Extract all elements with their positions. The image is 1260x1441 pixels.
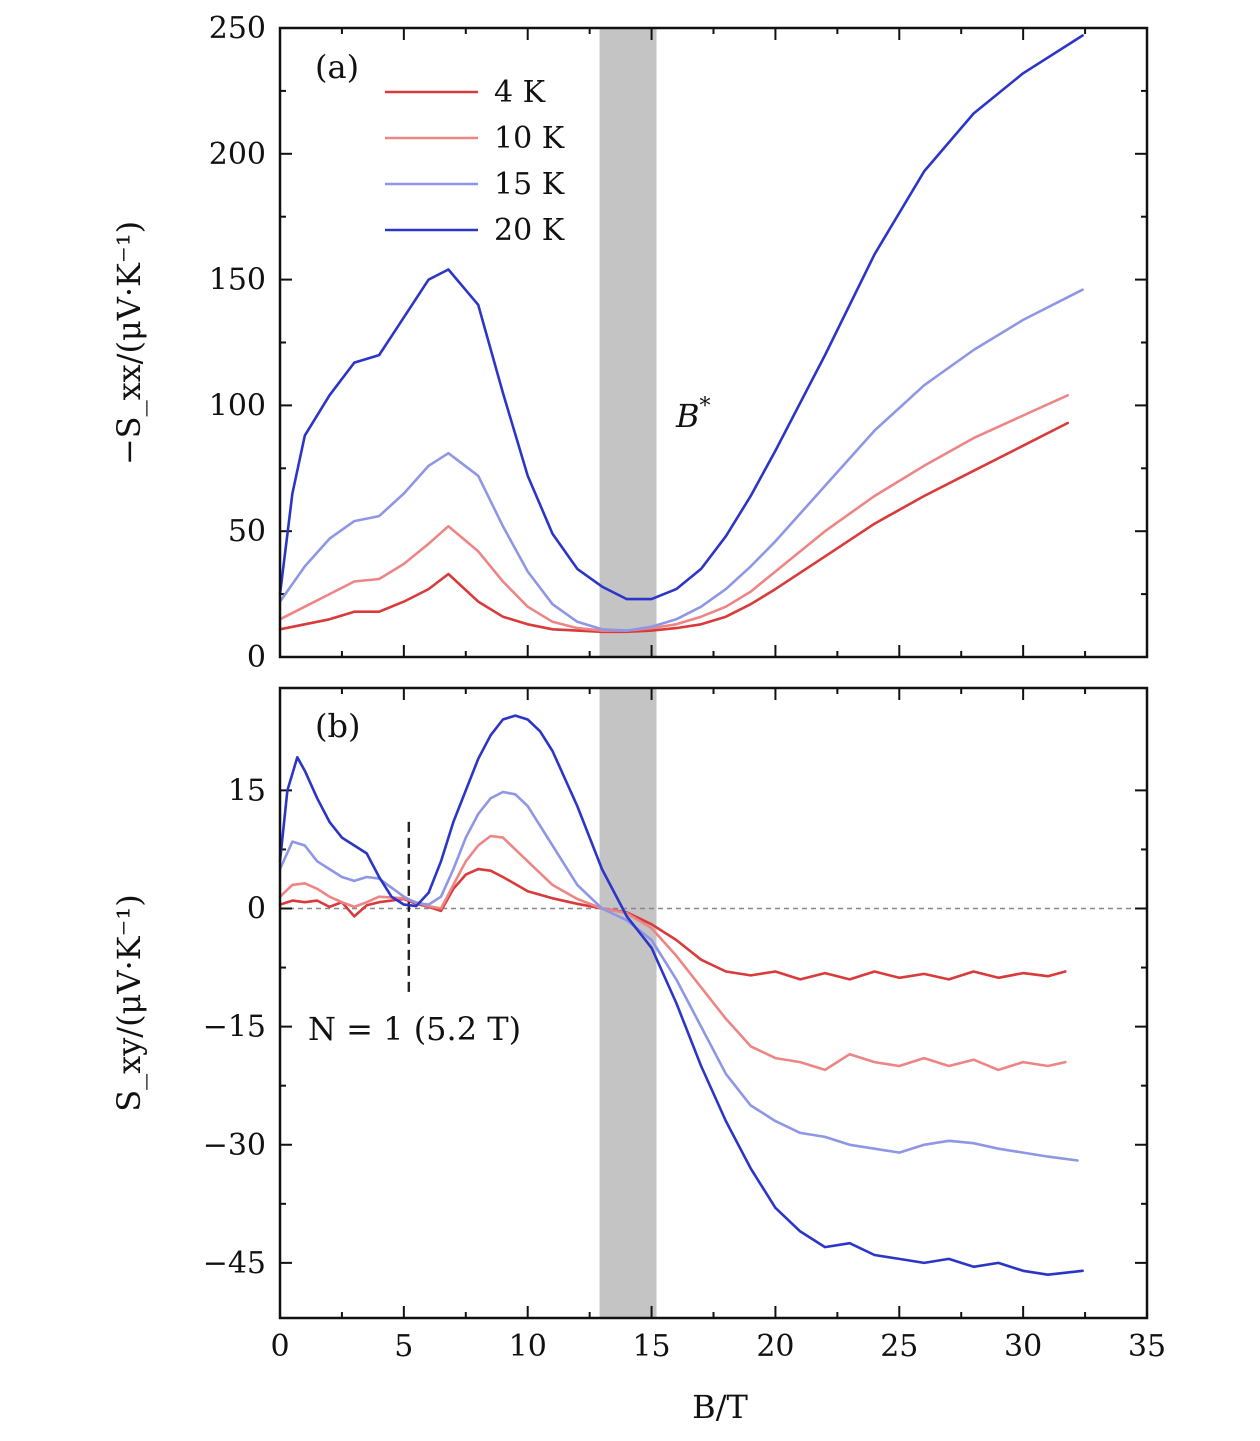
series-group-a [278,34,1084,634]
x-tick-label: 35 [1128,1329,1166,1364]
series-line-15k [278,288,1084,632]
annotation-b-star: B* [675,394,711,435]
plot-frame-b [278,686,1149,1320]
panel-b: 0 5 10 15 20 25 30 35 −45 −30 −15 0 15 (b) N = 1 (5.… [110,686,1166,1364]
y-tick-label: −15 [203,1010,266,1045]
y-tick-label: 15 [228,773,266,808]
series-line-10k [278,834,1067,1072]
shaded-band-b [599,688,657,1318]
x-tick-label: 20 [756,1329,794,1364]
ticks-b: 0 5 10 15 20 25 30 35 −45 −30 −15 0 15 [203,688,1166,1364]
y-tick-label: 250 [209,11,266,46]
legend: 4 K 10 K 15 K 20 K [385,75,565,248]
series-line-20k [278,714,1084,1276]
x-tick-label: 0 [270,1329,289,1364]
legend-label: 10 K [494,121,565,156]
panel-label-a: (a) [315,48,359,86]
series-group-b [278,714,1084,1276]
y-tick-label: −30 [203,1128,266,1163]
y-axis-label-a: −S_xx/(μV·K⁻¹) [110,221,148,465]
y-axis-label-b: S_xy/(μV·K⁻¹) [110,894,148,1112]
panel-a: 0 50 100 150 200 250 (a) B* 4 K 10 K 15 K 20 K −… [110,11,1149,675]
legend-label: 20 K [494,213,565,248]
plot-frame-a [278,26,1149,659]
legend-label: 4 K [494,75,546,110]
x-tick-label: 5 [394,1329,413,1364]
series-line-15k [278,790,1079,1162]
ticks-a: 0 50 100 150 200 250 [209,11,1148,675]
y-tick-label: 200 [209,137,266,172]
shaded-band-a [599,28,657,657]
y-tick-label: 50 [228,514,266,549]
series-line-10k [278,394,1069,632]
legend-label: 15 K [494,167,565,202]
series-line-4k [278,867,1067,981]
annotation-superscript: * [700,394,711,419]
panel-label-b: (b) [315,707,360,745]
x-tick-label: 30 [1004,1329,1042,1364]
x-axis-label: B/T [692,1388,748,1426]
y-tick-label: −45 [203,1246,266,1281]
y-tick-label: 0 [247,640,266,675]
x-tick-label: 25 [880,1329,918,1364]
y-tick-label: 0 [247,892,266,927]
series-line-20k [278,34,1084,601]
series-line-4k [278,421,1069,634]
x-tick-label: 10 [509,1329,547,1364]
x-tick-label: 15 [632,1329,670,1364]
y-tick-label: 150 [209,263,266,298]
annotation-landau-level: N = 1 (5.2 T) [308,1010,521,1048]
y-tick-label: 100 [209,388,266,423]
